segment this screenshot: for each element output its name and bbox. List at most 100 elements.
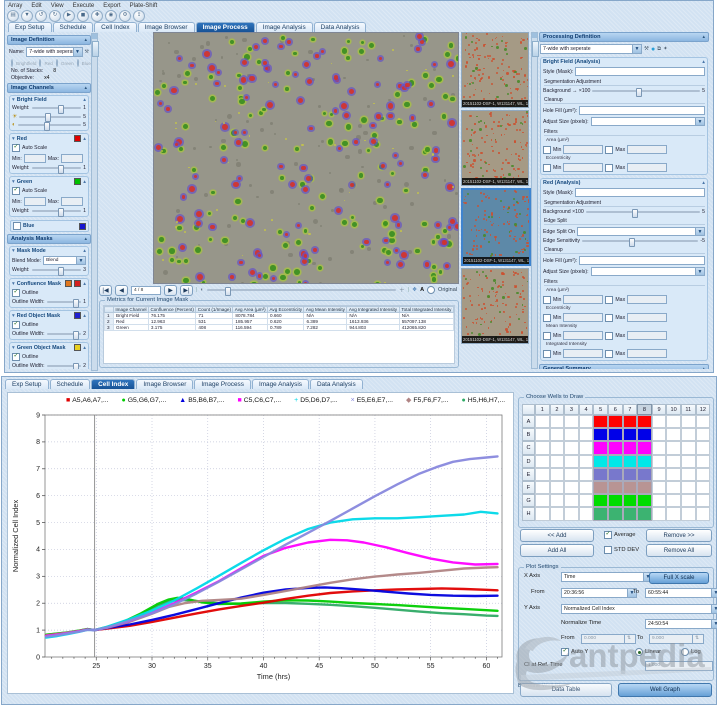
well-F8[interactable]	[637, 480, 652, 495]
plate-col-header-9[interactable]: 9	[651, 404, 667, 415]
well-H11[interactable]	[680, 507, 696, 521]
metrics-col-header[interactable]: Avg Integrated Intensity	[346, 306, 400, 313]
well-C10[interactable]	[666, 441, 681, 455]
collapse-icon[interactable]: ▴	[702, 180, 705, 186]
linear-radio[interactable]	[635, 648, 643, 656]
y-from-field[interactable]: 0.000	[581, 634, 629, 644]
plate-map-grid[interactable]: 1 2 3 4 5 6 7 8 9 10 11 12 A B C D E F G H	[522, 404, 711, 521]
dropdown[interactable]: ▼	[590, 267, 705, 276]
y-to-spinner[interactable]: ⇅	[692, 634, 704, 644]
plate-col-header-4[interactable]: 4	[578, 404, 594, 415]
chevron-down-icon[interactable]: ▼	[695, 228, 704, 235]
well-C7[interactable]	[622, 441, 638, 455]
well-F7[interactable]	[622, 480, 638, 495]
tab-image-process[interactable]: Image Process	[194, 379, 251, 389]
radio-green[interactable]	[55, 59, 58, 67]
dropdown[interactable]: ▼	[577, 227, 705, 236]
well-D3[interactable]	[564, 454, 579, 468]
max-checkbox[interactable]	[605, 331, 614, 340]
well-E2[interactable]	[549, 467, 565, 481]
preview-icon[interactable]: ●	[650, 45, 656, 53]
well-E3[interactable]	[564, 467, 579, 481]
time-to-dropdown[interactable]: 60:55:44▼	[645, 588, 717, 598]
collapse-icon[interactable]: ▴	[84, 37, 87, 43]
radio-brightfield[interactable]	[11, 59, 13, 67]
copy-icon[interactable]: ⧉	[657, 45, 662, 52]
collapse-icon[interactable]: ▾	[12, 280, 15, 287]
min-checkbox[interactable]	[543, 349, 551, 358]
open-icon[interactable]: ▤	[7, 10, 19, 22]
metrics-row[interactable]: 3 Green 3.175 408 116.594 0.789 7.282 944.803 41…	[104, 324, 454, 331]
collapse-icon[interactable]: ▴	[83, 280, 86, 287]
well-B3[interactable]	[564, 428, 579, 442]
checkbox[interactable]: ✓	[12, 144, 20, 152]
max-field[interactable]	[627, 163, 668, 172]
well-A4[interactable]	[578, 415, 594, 429]
min-checkbox[interactable]	[543, 163, 551, 172]
slider-track[interactable]	[46, 362, 82, 369]
thumbnail-1[interactable]: 20151102-DSF-1, W131147, WL, 1-1	[461, 32, 529, 108]
text-field[interactable]	[575, 67, 705, 76]
left-panel-scrollbar[interactable]	[91, 33, 99, 371]
thumbnail-2[interactable]: 20151102-DSF-1, W131147, WL, 1-2	[461, 110, 529, 186]
well-C1[interactable]	[535, 441, 550, 455]
play-icon[interactable]: ▶	[63, 10, 75, 22]
min-checkbox[interactable]	[543, 313, 551, 322]
well-D4[interactable]	[578, 454, 594, 468]
wrench-icon[interactable]: ⚒	[644, 46, 649, 52]
auto-y-option[interactable]: ✓ Auto Y	[561, 648, 588, 656]
metrics-col-header[interactable]: Avg Mean Intensity	[303, 306, 348, 313]
well-A3[interactable]	[564, 415, 579, 429]
text-field[interactable]	[575, 188, 705, 197]
plate-col-header-5[interactable]: 5	[593, 404, 608, 415]
well-E10[interactable]	[666, 467, 681, 481]
thumbnail-3[interactable]: 20151102-DSF-1, W131147, WL, 1-3	[461, 188, 531, 266]
redo-icon[interactable]: ↻	[49, 10, 61, 22]
max-field[interactable]	[627, 331, 668, 340]
well-H7[interactable]	[622, 507, 638, 521]
metrics-col-header[interactable]: Avg Eccentricity	[267, 306, 305, 313]
well-C4[interactable]	[578, 441, 594, 455]
processing-name-dropdown[interactable]: 7-wide with seperate ▼	[540, 44, 642, 54]
undo-icon[interactable]: ↺	[35, 10, 47, 22]
slider-track[interactable]	[46, 298, 82, 308]
well-B12[interactable]	[695, 428, 711, 442]
image-definition-dropdown[interactable]: 7-wide with seperate ▼	[26, 47, 83, 57]
section-header-analysis-masks[interactable]: Analysis Masks ▴	[7, 234, 91, 244]
well-C2[interactable]	[549, 441, 565, 455]
metrics-col-header[interactable]: Avg Area (µm²)	[232, 306, 269, 313]
metrics-col-header[interactable]: Image Channel	[113, 306, 149, 313]
tab-schedule[interactable]: Schedule	[49, 379, 91, 389]
well-D2[interactable]	[549, 454, 565, 468]
prev-image-button[interactable]: ◀	[115, 284, 128, 296]
slider-track[interactable]	[585, 208, 701, 218]
slider-thumb[interactable]	[628, 237, 635, 247]
well-G7[interactable]	[622, 494, 638, 508]
collapse-icon[interactable]: ▴	[702, 366, 705, 369]
max-checkbox[interactable]	[605, 145, 614, 154]
plate-row-header-B[interactable]: B	[522, 428, 535, 442]
radio-red[interactable]	[39, 59, 42, 67]
plate-col-header-2[interactable]: 2	[549, 404, 565, 415]
well-E9[interactable]	[651, 467, 667, 481]
well-B5[interactable]	[593, 428, 608, 442]
well-G12[interactable]	[695, 494, 711, 508]
plate-col-header-3[interactable]: 3	[564, 404, 579, 415]
well-D5[interactable]	[593, 454, 608, 468]
plate-col-header-8[interactable]: 8	[637, 404, 652, 415]
slider-track[interactable]	[581, 237, 699, 247]
well-H12[interactable]	[695, 507, 711, 521]
menu-export[interactable]: Export	[103, 2, 121, 9]
well-D1[interactable]	[535, 454, 550, 468]
well-H4[interactable]	[578, 507, 594, 521]
stddev-option[interactable]: STD DEV	[604, 546, 639, 554]
legend-item[interactable]: ■ A5,A6,A7,...	[66, 397, 109, 404]
well-graph-button[interactable]: Well Graph	[618, 683, 712, 697]
well-A12[interactable]	[695, 415, 711, 429]
legend-item[interactable]: ◆ F5,F6,F7,...	[406, 396, 449, 405]
plate-col-header-7[interactable]: 7	[622, 404, 638, 415]
y-to-field[interactable]: 9.000	[649, 634, 697, 644]
remove-all-wells-button[interactable]: Remove All	[646, 544, 712, 557]
plate-col-header-10[interactable]: 10	[666, 404, 681, 415]
